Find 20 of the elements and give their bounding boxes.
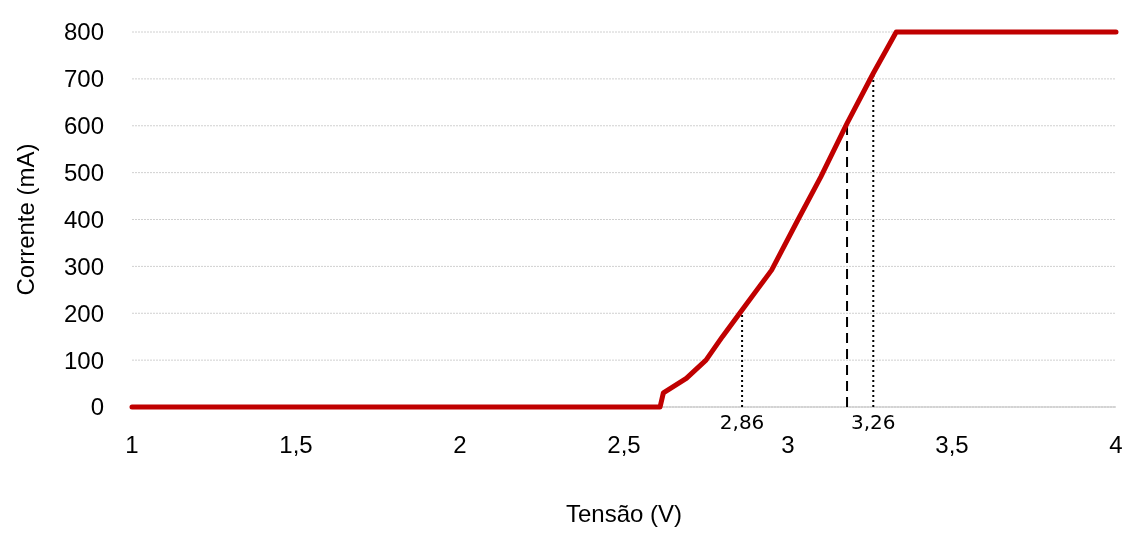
y-tick-label: 300 xyxy=(63,252,104,280)
y-tick-label: 600 xyxy=(63,112,104,140)
ref-line-label: 3,26 xyxy=(851,410,896,434)
x-tick-label: 3 xyxy=(781,431,795,458)
x-tick-label: 4 xyxy=(1109,431,1123,458)
y-tick-label: 500 xyxy=(63,159,104,187)
x-axis-title: Tensão (V) xyxy=(565,500,683,527)
x-tick-label: 2,5 xyxy=(607,431,641,458)
x-tick-label: 2 xyxy=(453,431,467,458)
ref-line-label: 2,86 xyxy=(719,410,765,434)
x-tick-label: 3,5 xyxy=(935,431,969,458)
y-tick-label: 200 xyxy=(63,299,104,327)
y-tick-label: 800 xyxy=(63,18,104,46)
y-tick-label: 400 xyxy=(63,205,104,233)
x-tick-label: 1,5 xyxy=(279,431,313,458)
y-tick-label: 100 xyxy=(63,346,104,374)
y-axis-title: Corrente (mA) xyxy=(12,143,39,296)
y-tick-label: 0 xyxy=(90,393,104,421)
y-tick-label: 700 xyxy=(63,65,104,93)
x-tick-label: 1 xyxy=(125,431,139,458)
